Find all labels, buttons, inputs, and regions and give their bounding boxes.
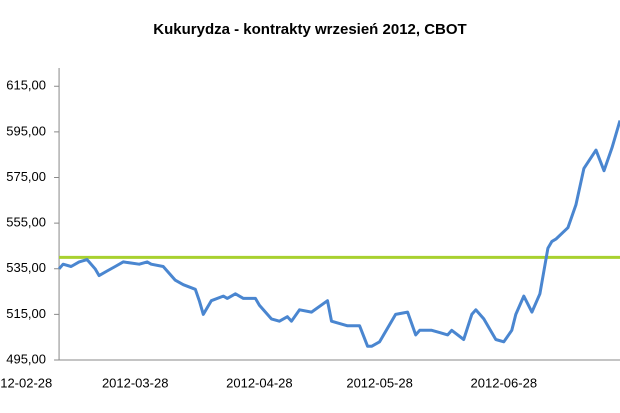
- y-tick-label: 515,00: [6, 306, 46, 321]
- y-tick-label: 615,00: [6, 78, 46, 93]
- price-line: [57, 120, 620, 348]
- x-tick-label: 2012-03-28: [102, 375, 169, 390]
- y-tick-label: 495,00: [6, 351, 46, 366]
- x-tick-label: 2012-04-28: [226, 375, 293, 390]
- y-tick-label: 535,00: [6, 260, 46, 275]
- y-tick-label: 575,00: [6, 169, 46, 184]
- x-tick-label: 2012-05-28: [346, 375, 413, 390]
- x-tick-label: 2012-02-28: [0, 375, 52, 390]
- y-tick-label: 555,00: [6, 215, 46, 230]
- x-tick-label: 2012-06-28: [471, 375, 538, 390]
- chart-title: Kukurydza - kontrakty wrzesień 2012, CBO…: [153, 21, 466, 38]
- y-tick-label: 595,00: [6, 123, 46, 138]
